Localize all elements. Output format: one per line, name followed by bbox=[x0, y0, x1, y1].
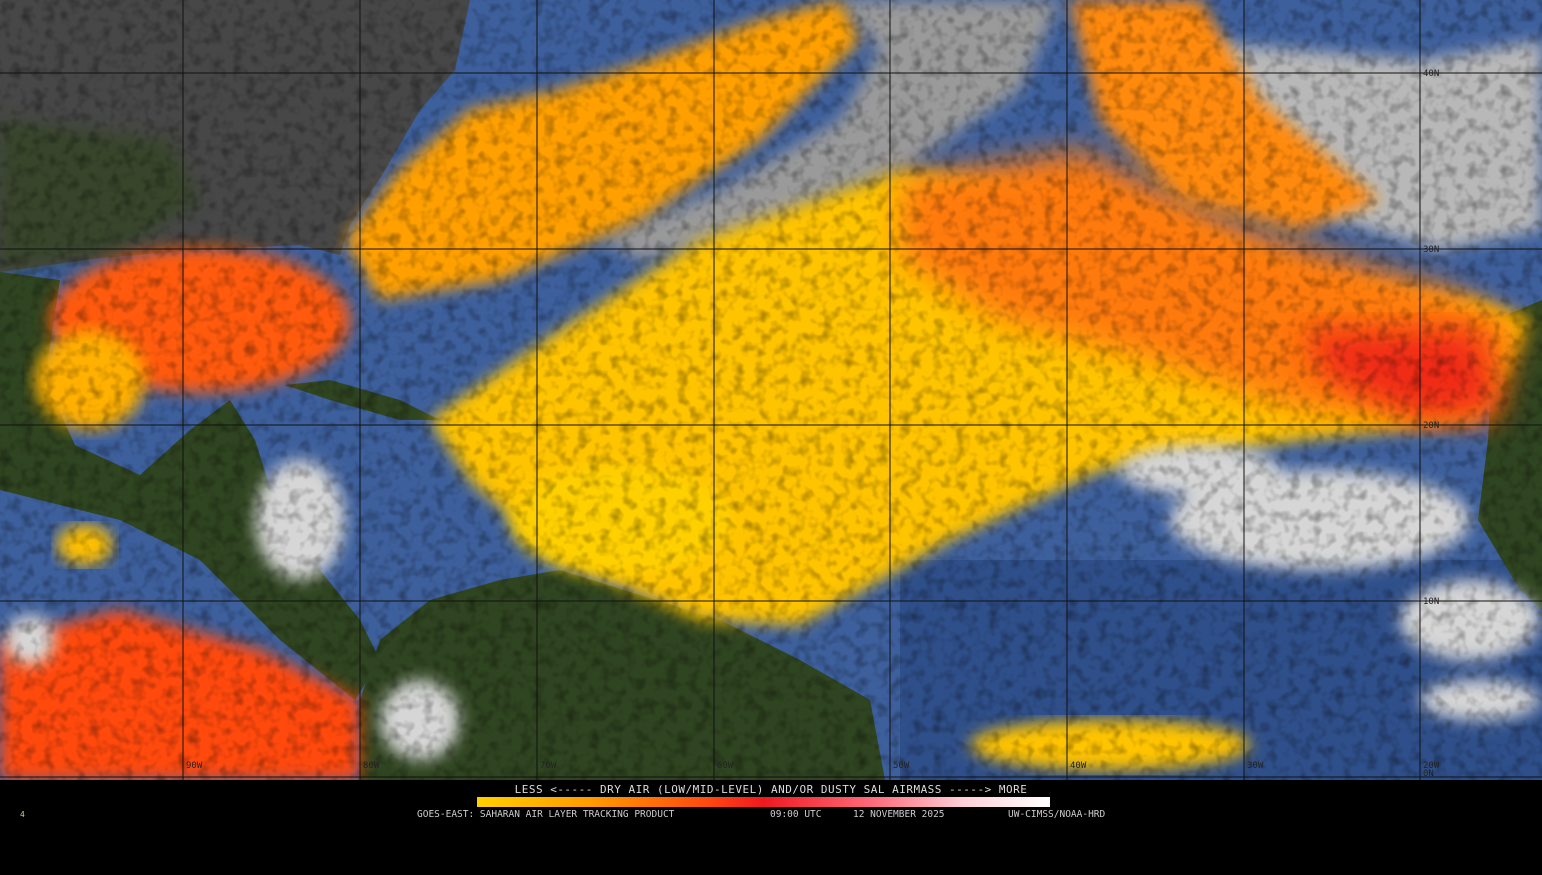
longitude-label: 60W bbox=[717, 761, 734, 771]
satellite-map: 90W 80W 70W 60W 50W 40W 30W 20W 40N 30N 20N 10N 0N bbox=[0, 0, 1542, 780]
corner-mark: 4 bbox=[20, 810, 25, 819]
longitude-label: 90W bbox=[186, 761, 203, 771]
latitude-label: 0N bbox=[1423, 769, 1434, 779]
latitude-label: 20N bbox=[1423, 421, 1439, 431]
legend-panel: LESS <----- DRY AIR (LOW/MID-LEVEL) AND/… bbox=[0, 780, 1542, 820]
latitude-label: 40N bbox=[1423, 69, 1439, 79]
longitude-label: 40W bbox=[1070, 761, 1087, 771]
lat-lon-grid: 90W 80W 70W 60W 50W 40W 30W 20W 40N 30N 20N 10N 0N bbox=[0, 0, 1542, 780]
image-texture bbox=[0, 0, 1542, 780]
latitude-label: 30N bbox=[1423, 245, 1439, 255]
longitude-label: 20W bbox=[1423, 761, 1440, 771]
latitude-label: 10N bbox=[1423, 597, 1439, 607]
longitude-label: 30W bbox=[1247, 761, 1264, 771]
product-source: GOES-EAST: SAHARAN AIR LAYER TRACKING PR… bbox=[417, 809, 675, 820]
product-credit: UW-CIMSS/NOAA-HRD bbox=[1008, 809, 1106, 820]
legend-title: LESS <----- DRY AIR (LOW/MID-LEVEL) AND/… bbox=[514, 783, 1028, 796]
product-footer: GOES-EAST: SAHARAN AIR LAYER TRACKING PR… bbox=[0, 809, 1542, 875]
longitude-label: 50W bbox=[893, 761, 910, 771]
longitude-label: 80W bbox=[363, 761, 380, 771]
longitude-label: 70W bbox=[540, 761, 557, 771]
product-time: 09:00 UTC bbox=[770, 809, 822, 820]
legend-color-bar bbox=[477, 797, 1050, 807]
product-date: 12 NOVEMBER 2025 bbox=[853, 809, 945, 820]
